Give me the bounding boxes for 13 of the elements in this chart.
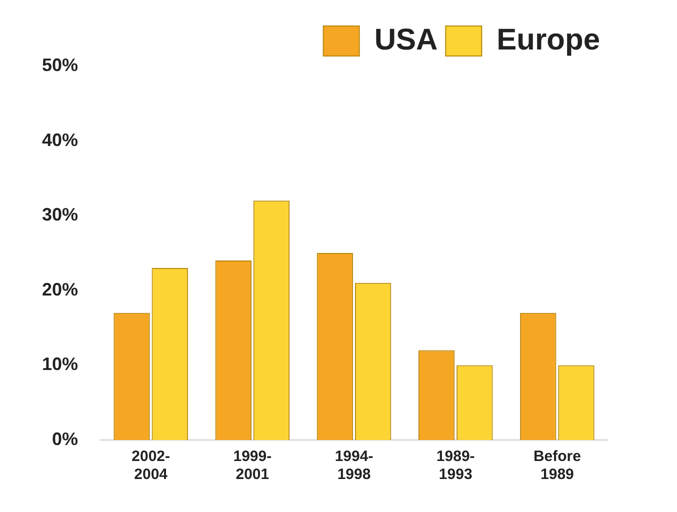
y-tick-label: 0% <box>52 428 78 449</box>
y-tick-label: 30% <box>42 204 78 225</box>
y-tick-label: 20% <box>42 279 78 300</box>
legend-label: Europe <box>496 23 600 56</box>
x-tick-label: 1989- 1993 <box>436 448 475 484</box>
legend-label: USA <box>374 23 438 56</box>
y-tick-label: 40% <box>42 130 78 150</box>
y-tick-label: 50% <box>42 54 78 75</box>
x-tick-label: 1999- 2001 <box>233 448 272 484</box>
y-tick-label: 10% <box>42 354 78 374</box>
x-tick-label: Before 1989 <box>533 448 581 484</box>
x-tick-label: 1994- 1998 <box>334 448 374 484</box>
x-tick-label: 2002- 2004 <box>132 448 170 484</box>
